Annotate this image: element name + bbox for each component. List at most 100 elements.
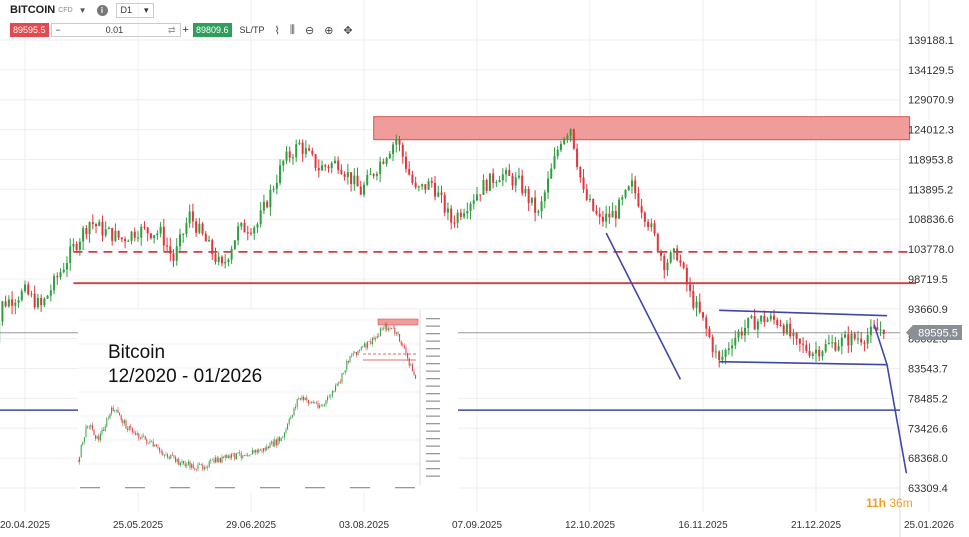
candle — [166, 245, 169, 247]
candle — [743, 327, 746, 336]
candle — [308, 148, 311, 151]
y-tick-label: 118953.8 — [908, 154, 953, 166]
candle — [321, 165, 324, 171]
inset-candle — [306, 397, 308, 401]
candle — [211, 240, 214, 255]
y-tick-label: 98719.5 — [908, 274, 948, 286]
increase-button[interactable]: + — [182, 24, 189, 36]
inset-candle — [266, 446, 268, 450]
buy-button[interactable]: 89809.6 — [192, 23, 232, 37]
inset-candle — [77, 460, 79, 462]
candle — [388, 153, 391, 159]
inset-candle — [359, 349, 361, 351]
inset-candle — [267, 446, 269, 449]
inset-x-tick — [125, 487, 145, 489]
candle — [240, 222, 243, 227]
swap-icon[interactable]: ⇄ — [168, 24, 176, 35]
inset-candle — [411, 364, 413, 372]
candle — [324, 165, 327, 167]
candle — [676, 248, 679, 261]
candle — [220, 256, 223, 264]
inset-candle — [375, 338, 377, 340]
inset-candle — [275, 439, 277, 445]
inset-candle — [151, 441, 153, 442]
inset-candle — [287, 423, 289, 430]
candle — [136, 237, 140, 239]
candle — [195, 221, 198, 233]
candle — [827, 342, 830, 344]
inset-candle — [125, 420, 127, 429]
inset-candle — [240, 453, 242, 458]
candle — [362, 184, 366, 195]
zoom-out-icon[interactable]: ⊖ — [304, 24, 315, 37]
inset-candle — [280, 437, 282, 442]
inset-candle — [387, 328, 389, 331]
info-icon[interactable]: i — [96, 4, 108, 16]
candle — [469, 203, 472, 212]
candle — [356, 175, 359, 187]
candle — [117, 230, 120, 238]
candle — [75, 243, 78, 250]
inset-candle — [320, 405, 322, 407]
inset-candle — [415, 374, 417, 379]
inset-candle — [149, 441, 151, 443]
candle — [346, 172, 349, 177]
inset-candle — [200, 464, 202, 465]
timeframe-select[interactable]: D1 ▾ — [115, 2, 154, 18]
inset-candle — [407, 352, 409, 359]
candle — [811, 353, 814, 357]
inset-candle — [261, 450, 263, 452]
inset-candle — [383, 328, 385, 330]
candle — [840, 337, 843, 346]
inset-candle — [195, 469, 197, 470]
candle — [475, 194, 479, 201]
quantity-value[interactable]: 0.01 — [105, 25, 124, 35]
candle — [721, 356, 724, 360]
inset-candle — [384, 324, 386, 329]
candle-type-icon[interactable]: ⫼ — [289, 23, 295, 36]
inset-candle — [255, 449, 257, 453]
inset-candle — [167, 454, 169, 458]
inset-candle — [363, 343, 365, 347]
inset-candle — [247, 455, 249, 457]
candle — [379, 161, 382, 174]
inset-candle — [307, 400, 309, 404]
inset-candle — [112, 407, 114, 412]
x-tick-label: 25.01.2026 — [904, 520, 954, 531]
candle — [831, 342, 834, 344]
candle — [333, 160, 336, 164]
symbol-dropdown-icon[interactable]: ▼ — [78, 5, 87, 15]
zoom-in-icon[interactable]: ⊕ — [324, 24, 334, 37]
line-chart-icon[interactable]: ⌇ — [274, 24, 280, 37]
decrease-button[interactable]: − — [55, 25, 61, 35]
inset-candle — [147, 442, 149, 444]
candle — [563, 138, 566, 144]
inset-candle — [90, 425, 92, 428]
crosshair-icon[interactable]: ✥ — [343, 24, 353, 37]
inset-candle — [216, 457, 218, 463]
candle — [879, 329, 882, 331]
candle — [695, 301, 698, 308]
x-tick-label: 07.09.2025 — [452, 520, 502, 531]
inset-candle — [168, 457, 170, 459]
sltp-button[interactable]: SL/TP — [239, 25, 265, 35]
candle — [776, 319, 779, 326]
x-tick-label: 25.05.2025 — [113, 520, 163, 531]
candle — [479, 194, 482, 196]
y-tick-label: 68368.0 — [908, 453, 948, 465]
inset-candle — [115, 409, 117, 411]
inset-candle — [293, 408, 295, 416]
candle — [369, 174, 372, 176]
sell-button[interactable]: 89595.5 — [10, 23, 49, 37]
inset-candle — [237, 452, 239, 454]
inset-candle — [296, 399, 298, 407]
inset-x-tick — [305, 487, 325, 489]
symbol-name[interactable]: BITCOIN — [10, 4, 56, 16]
quantity-stepper[interactable]: − 0.01 ⇄ — [50, 23, 181, 37]
candle — [614, 210, 617, 219]
inset-y-tick — [426, 408, 440, 410]
inset-candle — [242, 455, 244, 458]
inset-candle — [397, 332, 399, 334]
candle — [46, 295, 49, 299]
inset-candle — [331, 391, 333, 397]
